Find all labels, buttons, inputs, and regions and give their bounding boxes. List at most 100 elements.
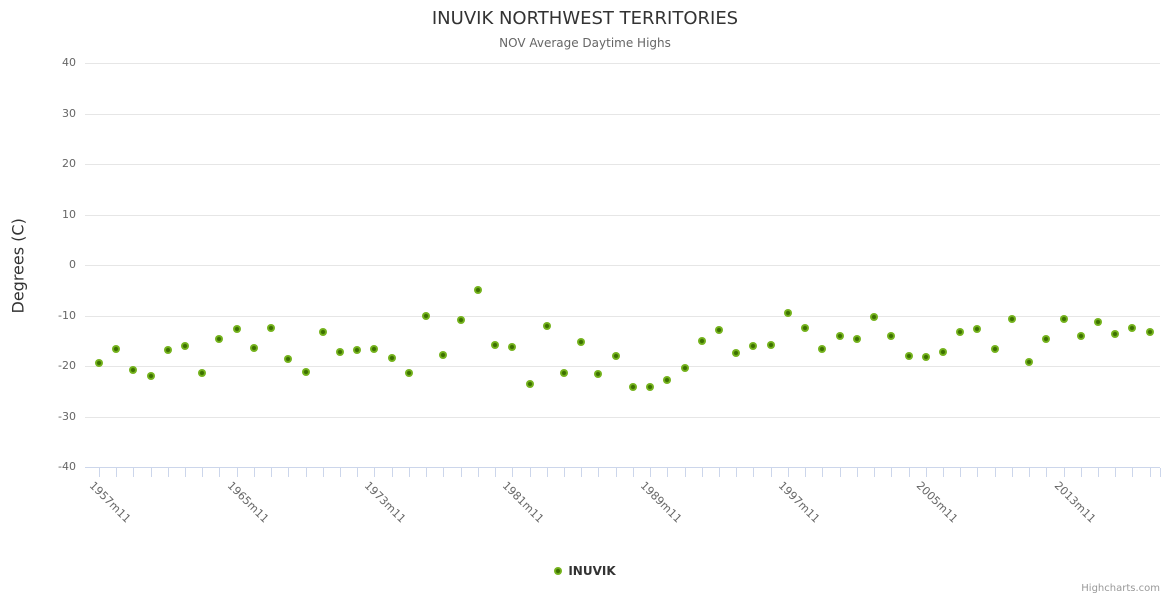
data-point[interactable] [766, 340, 775, 349]
data-point[interactable] [921, 353, 930, 362]
x-axis-tick [443, 468, 445, 477]
data-point[interactable] [663, 376, 672, 385]
y-axis-tick-label: 30 [62, 106, 76, 120]
x-axis-tick [391, 468, 393, 477]
x-axis-tick [374, 468, 376, 477]
data-point[interactable] [456, 316, 465, 324]
x-axis-tick [787, 468, 789, 477]
data-point[interactable] [628, 382, 637, 391]
data-point[interactable] [94, 359, 103, 367]
data-point[interactable] [163, 345, 172, 354]
data-point[interactable] [387, 354, 396, 363]
x-axis-tick [426, 468, 428, 477]
legend-item-inuvik[interactable]: INUVIK [0, 564, 1170, 578]
data-point[interactable] [594, 370, 603, 379]
x-axis-tick [236, 468, 238, 477]
x-axis-tick-label: 1957m11 [86, 479, 134, 526]
data-point[interactable] [783, 308, 792, 317]
data-point[interactable] [990, 344, 999, 353]
x-axis-tick [512, 468, 514, 477]
data-point[interactable] [715, 325, 723, 334]
data-point[interactable] [697, 336, 706, 345]
x-axis-tick [770, 468, 772, 477]
x-axis-tick [719, 468, 720, 477]
data-point[interactable] [249, 344, 258, 353]
data-point[interactable] [870, 312, 878, 321]
data-point[interactable] [577, 338, 586, 347]
data-point[interactable] [1094, 318, 1102, 327]
x-axis-tick [615, 468, 617, 477]
x-axis-tick [357, 468, 359, 477]
x-axis-tick [942, 468, 944, 477]
data-point[interactable] [112, 345, 120, 354]
data-point[interactable] [1007, 315, 1016, 323]
x-axis-tick [563, 468, 565, 477]
x-axis-tick [150, 468, 152, 477]
x-axis-tick [288, 468, 290, 477]
data-point[interactable] [198, 368, 207, 377]
data-point[interactable] [1145, 327, 1154, 336]
data-point[interactable] [887, 332, 896, 341]
x-axis-tick [1098, 468, 1099, 477]
y-gridline [85, 63, 1160, 64]
data-point[interactable] [439, 350, 448, 359]
data-point[interactable] [1111, 329, 1120, 338]
data-point[interactable] [318, 327, 327, 336]
data-point[interactable] [1128, 323, 1137, 332]
data-point[interactable] [852, 335, 861, 344]
data-point[interactable] [904, 351, 913, 360]
data-point[interactable] [301, 367, 310, 376]
data-point[interactable] [508, 343, 517, 352]
data-point[interactable] [146, 371, 155, 380]
data-point[interactable] [956, 328, 965, 337]
x-axis-tick [1115, 468, 1117, 477]
data-point[interactable] [542, 321, 551, 330]
x-axis-tick [202, 468, 204, 477]
x-axis-tick [581, 468, 583, 477]
data-point[interactable] [353, 345, 362, 354]
data-point[interactable] [284, 354, 293, 363]
data-point[interactable] [835, 331, 844, 340]
data-point[interactable] [1025, 357, 1034, 366]
y-gridline [85, 164, 1160, 165]
x-axis-tick [874, 468, 875, 477]
data-point[interactable] [680, 364, 689, 372]
x-axis-tick [960, 468, 962, 477]
data-point[interactable] [267, 323, 276, 332]
x-axis-tick [632, 468, 634, 477]
data-point[interactable] [611, 352, 620, 361]
x-axis-tick [1063, 468, 1065, 477]
x-axis-tick [253, 468, 255, 477]
data-point[interactable] [973, 325, 982, 334]
data-point[interactable] [749, 341, 758, 350]
x-axis-tick [219, 468, 221, 477]
data-point[interactable] [232, 325, 241, 334]
data-point[interactable] [818, 345, 827, 354]
data-point[interactable] [559, 368, 568, 377]
data-point[interactable] [129, 366, 138, 374]
data-point[interactable] [422, 311, 431, 320]
data-point[interactable] [938, 348, 947, 357]
data-point[interactable] [1059, 315, 1068, 323]
data-point[interactable] [525, 380, 534, 389]
data-point[interactable] [180, 341, 189, 350]
x-axis-tick [822, 468, 824, 477]
y-gridline [85, 366, 1160, 367]
highcharts-credits-link[interactable]: Highcharts.com [1081, 583, 1160, 594]
x-axis-tick [1160, 468, 1161, 477]
data-point[interactable] [491, 340, 499, 349]
data-point[interactable] [336, 348, 344, 357]
data-point[interactable] [646, 382, 655, 391]
data-point[interactable] [404, 368, 413, 377]
x-axis-tick [856, 468, 858, 477]
data-point[interactable] [473, 286, 482, 295]
data-point[interactable] [801, 324, 810, 333]
data-point[interactable] [1076, 331, 1085, 340]
data-point[interactable] [1042, 334, 1051, 343]
y-gridline [85, 265, 1160, 266]
data-point[interactable] [732, 348, 741, 357]
data-point[interactable] [215, 334, 224, 343]
x-axis-tick [650, 468, 652, 477]
data-point[interactable] [370, 344, 379, 353]
y-axis-tick-label: 0 [69, 258, 76, 271]
